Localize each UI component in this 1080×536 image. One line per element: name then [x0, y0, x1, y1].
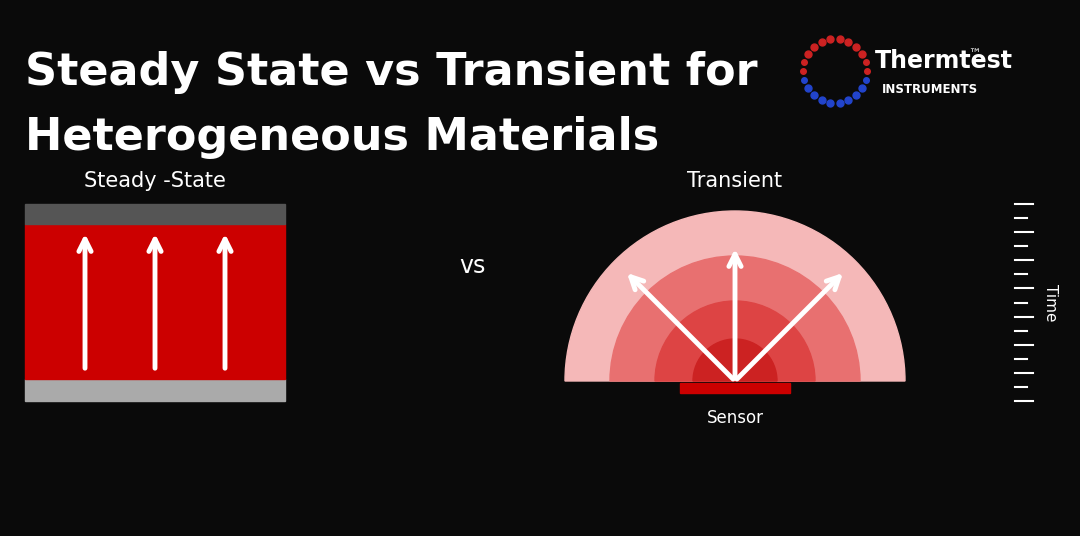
- Text: ™: ™: [968, 48, 981, 61]
- Text: Heterogeneous Materials: Heterogeneous Materials: [25, 116, 659, 159]
- Bar: [680, 383, 789, 393]
- Text: Thermtest: Thermtest: [875, 49, 1013, 73]
- Text: Steady State vs Transient for: Steady State vs Transient for: [25, 51, 758, 94]
- Text: Steady -State: Steady -State: [84, 171, 226, 191]
- Bar: [25, 204, 285, 224]
- Text: Time: Time: [1042, 284, 1057, 321]
- Text: vs: vs: [459, 254, 485, 278]
- Bar: [25, 379, 285, 401]
- Wedge shape: [565, 211, 905, 381]
- Wedge shape: [693, 339, 777, 381]
- Bar: [25, 224, 285, 379]
- Text: INSTRUMENTS: INSTRUMENTS: [882, 83, 978, 95]
- Text: Sensor: Sensor: [706, 409, 764, 427]
- Wedge shape: [610, 256, 860, 381]
- Wedge shape: [654, 301, 815, 381]
- Text: Transient: Transient: [688, 171, 783, 191]
